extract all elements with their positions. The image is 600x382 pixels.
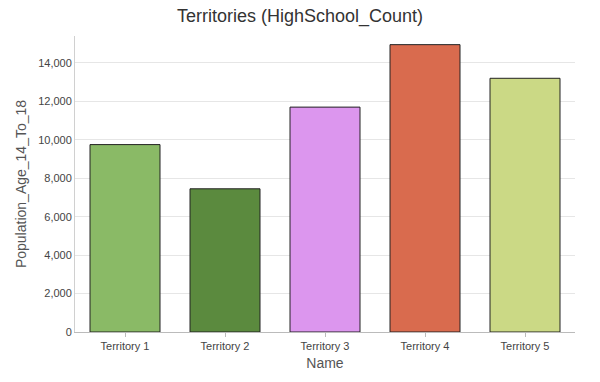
svg-text:Territory 2: Territory 2 <box>201 340 250 352</box>
svg-text:0: 0 <box>66 326 72 338</box>
svg-text:Territory 5: Territory 5 <box>501 340 550 352</box>
svg-text:Name: Name <box>306 355 344 371</box>
svg-text:Territory 3: Territory 3 <box>301 340 350 352</box>
svg-text:Territory 4: Territory 4 <box>401 340 450 352</box>
svg-text:6,000: 6,000 <box>44 211 72 223</box>
svg-text:8,000: 8,000 <box>44 172 72 184</box>
svg-text:2,000: 2,000 <box>44 287 72 299</box>
svg-text:14,000: 14,000 <box>38 57 72 69</box>
svg-text:Territory 1: Territory 1 <box>101 340 150 352</box>
svg-text:10,000: 10,000 <box>38 134 72 146</box>
svg-text:Population_Age_14_To_18: Population_Age_14_To_18 <box>13 100 29 268</box>
svg-text:Territories (HighSchool_Count): Territories (HighSchool_Count) <box>177 6 423 27</box>
svg-text:4,000: 4,000 <box>44 249 72 261</box>
svg-text:12,000: 12,000 <box>38 95 72 107</box>
